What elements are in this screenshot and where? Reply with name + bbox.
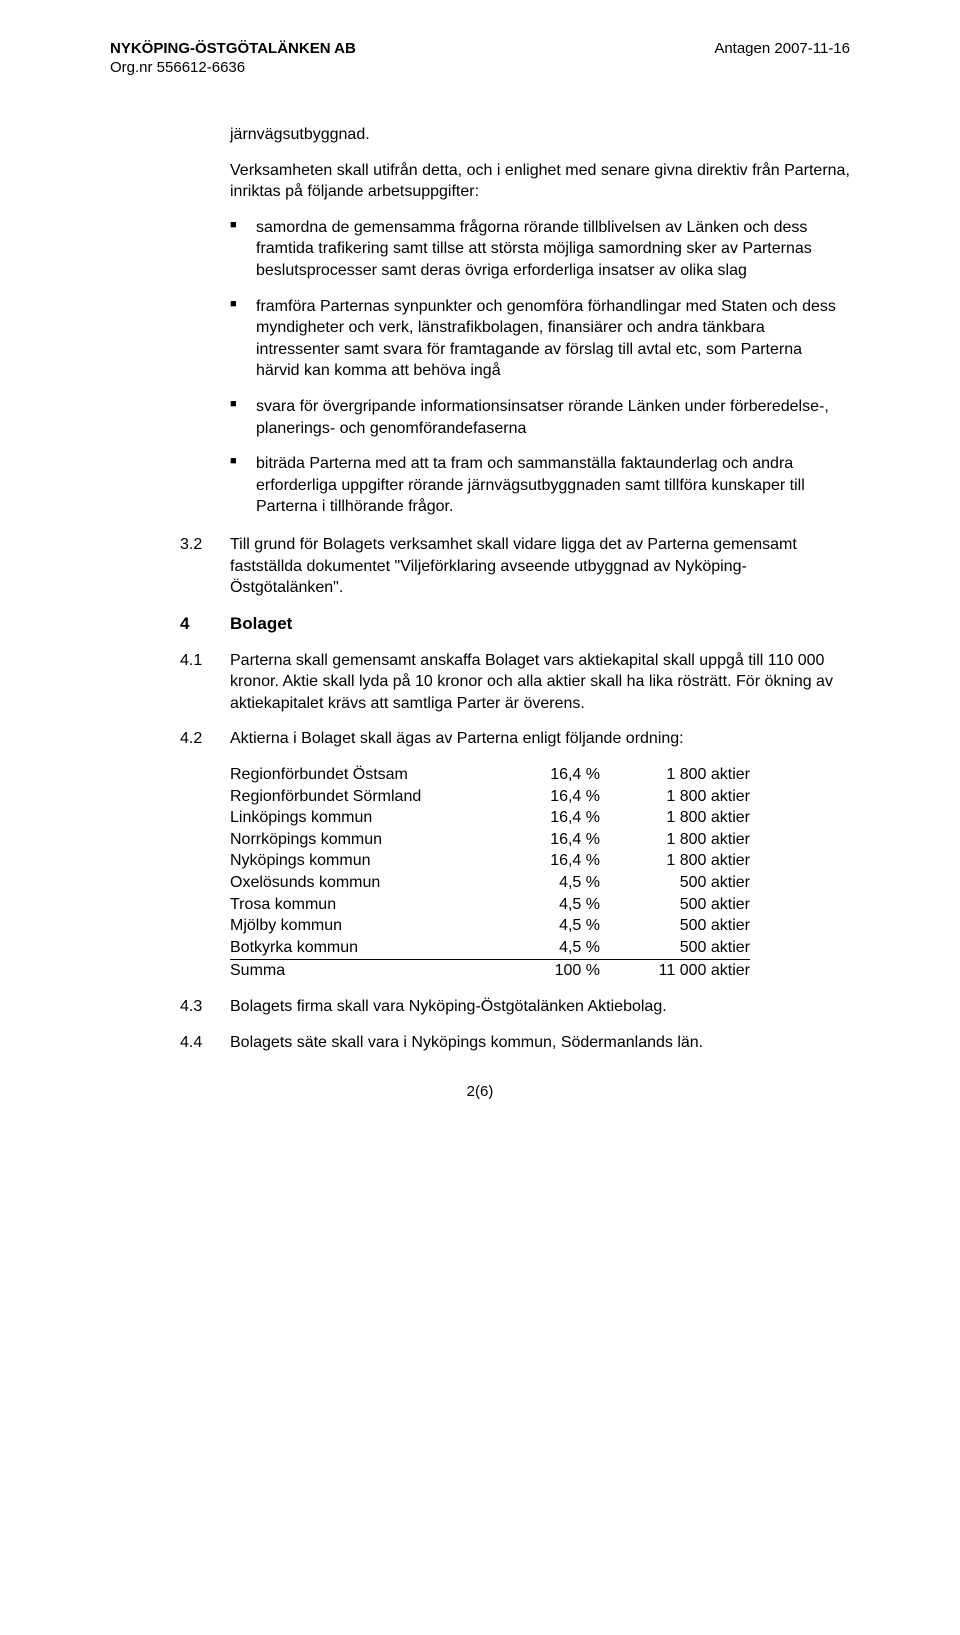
share-pct: 4,5 % bbox=[510, 915, 600, 937]
intro-para: Verksamheten skall utifrån detta, och i … bbox=[230, 160, 850, 203]
content: järnvägsutbyggnad. Verksamheten skall ut… bbox=[110, 124, 850, 1053]
share-count: 500 aktier bbox=[600, 894, 750, 916]
total-label: Summa bbox=[230, 960, 510, 982]
section-text: Parterna skall gemensamt anskaffa Bolage… bbox=[230, 650, 850, 715]
bullet-list: samordna de gemensamma frågorna rörande … bbox=[230, 217, 850, 518]
section-number: 4.2 bbox=[180, 728, 230, 750]
share-count: 500 aktier bbox=[600, 937, 750, 961]
total-pct: 100 % bbox=[510, 960, 600, 982]
share-count: 1 800 aktier bbox=[600, 807, 750, 829]
section-text: Till grund för Bolagets verksamhet skall… bbox=[230, 534, 850, 599]
share-pct: 4,5 % bbox=[510, 894, 600, 916]
section-title: Bolaget bbox=[230, 613, 292, 636]
section-3-2: 3.2 Till grund för Bolagets verksamhet s… bbox=[180, 534, 850, 599]
share-count: 500 aktier bbox=[600, 915, 750, 937]
page-header: NYKÖPING-ÖSTGÖTALÄNKEN AB Org.nr 556612-… bbox=[110, 40, 850, 76]
share-pct: 16,4 % bbox=[510, 786, 600, 808]
total-shares: 11 000 aktier bbox=[600, 960, 750, 982]
page: NYKÖPING-ÖSTGÖTALÄNKEN AB Org.nr 556612-… bbox=[0, 0, 960, 1140]
section-number: 4.4 bbox=[180, 1032, 230, 1054]
share-count: 1 800 aktier bbox=[600, 850, 750, 872]
table-row: Regionförbundet Sörmland 16,4 % 1 800 ak… bbox=[230, 786, 850, 808]
section-4-4: 4.4 Bolagets säte skall vara i Nyköpings… bbox=[180, 1032, 850, 1054]
table-total-row: Summa 100 % 11 000 aktier bbox=[230, 960, 850, 982]
share-name: Nyköpings kommun bbox=[230, 850, 510, 872]
section-text: Bolagets säte skall vara i Nyköpings kom… bbox=[230, 1032, 703, 1054]
adopted-date: Antagen 2007-11-16 bbox=[714, 40, 850, 57]
share-pct: 4,5 % bbox=[510, 937, 600, 961]
page-number: 2(6) bbox=[110, 1083, 850, 1100]
share-name: Trosa kommun bbox=[230, 894, 510, 916]
table-row: Norrköpings kommun 16,4 % 1 800 aktier bbox=[230, 829, 850, 851]
section-4-3: 4.3 Bolagets firma skall vara Nyköping-Ö… bbox=[180, 996, 850, 1018]
section-4-heading: 4 Bolaget bbox=[180, 613, 850, 636]
share-pct: 16,4 % bbox=[510, 764, 600, 786]
share-table: Regionförbundet Östsam 16,4 % 1 800 akti… bbox=[230, 764, 850, 982]
share-count: 1 800 aktier bbox=[600, 764, 750, 786]
section-number: 4 bbox=[180, 613, 230, 636]
share-name: Linköpings kommun bbox=[230, 807, 510, 829]
share-name: Regionförbundet Östsam bbox=[230, 764, 510, 786]
bullet-item: framföra Parternas synpunkter och genomf… bbox=[230, 296, 850, 382]
header-left: NYKÖPING-ÖSTGÖTALÄNKEN AB Org.nr 556612-… bbox=[110, 40, 356, 76]
table-row: Linköpings kommun 16,4 % 1 800 aktier bbox=[230, 807, 850, 829]
share-name: Mjölby kommun bbox=[230, 915, 510, 937]
share-name: Oxelösunds kommun bbox=[230, 872, 510, 894]
bullet-item: samordna de gemensamma frågorna rörande … bbox=[230, 217, 850, 282]
table-row: Nyköpings kommun 16,4 % 1 800 aktier bbox=[230, 850, 850, 872]
section-4-1: 4.1 Parterna skall gemensamt anskaffa Bo… bbox=[180, 650, 850, 715]
bullet-item: svara för övergripande informationsinsat… bbox=[230, 396, 850, 439]
table-row: Mjölby kommun 4,5 % 500 aktier bbox=[230, 915, 850, 937]
table-row: Regionförbundet Östsam 16,4 % 1 800 akti… bbox=[230, 764, 850, 786]
section-number: 3.2 bbox=[180, 534, 230, 599]
table-row: Botkyrka kommun 4,5 % 500 aktier bbox=[230, 937, 850, 961]
section-number: 4.3 bbox=[180, 996, 230, 1018]
share-name: Norrköpings kommun bbox=[230, 829, 510, 851]
section-text: Bolagets firma skall vara Nyköping-Östgö… bbox=[230, 996, 667, 1018]
intro-line: järnvägsutbyggnad. bbox=[230, 124, 850, 146]
header-right: Antagen 2007-11-16 bbox=[714, 40, 850, 76]
share-pct: 4,5 % bbox=[510, 872, 600, 894]
section-number: 4.1 bbox=[180, 650, 230, 715]
company-name: NYKÖPING-ÖSTGÖTALÄNKEN AB bbox=[110, 40, 356, 57]
share-pct: 16,4 % bbox=[510, 807, 600, 829]
table-row: Oxelösunds kommun 4,5 % 500 aktier bbox=[230, 872, 850, 894]
section-text: Aktierna i Bolaget skall ägas av Partern… bbox=[230, 728, 684, 750]
share-count: 500 aktier bbox=[600, 872, 750, 894]
bullet-item: biträda Parterna med att ta fram och sam… bbox=[230, 453, 850, 518]
section-4-2: 4.2 Aktierna i Bolaget skall ägas av Par… bbox=[180, 728, 850, 750]
share-name: Regionförbundet Sörmland bbox=[230, 786, 510, 808]
share-name: Botkyrka kommun bbox=[230, 937, 510, 961]
table-row: Trosa kommun 4,5 % 500 aktier bbox=[230, 894, 850, 916]
share-pct: 16,4 % bbox=[510, 829, 600, 851]
share-pct: 16,4 % bbox=[510, 850, 600, 872]
org-number: Org.nr 556612-6636 bbox=[110, 59, 356, 76]
share-count: 1 800 aktier bbox=[600, 829, 750, 851]
share-count: 1 800 aktier bbox=[600, 786, 750, 808]
